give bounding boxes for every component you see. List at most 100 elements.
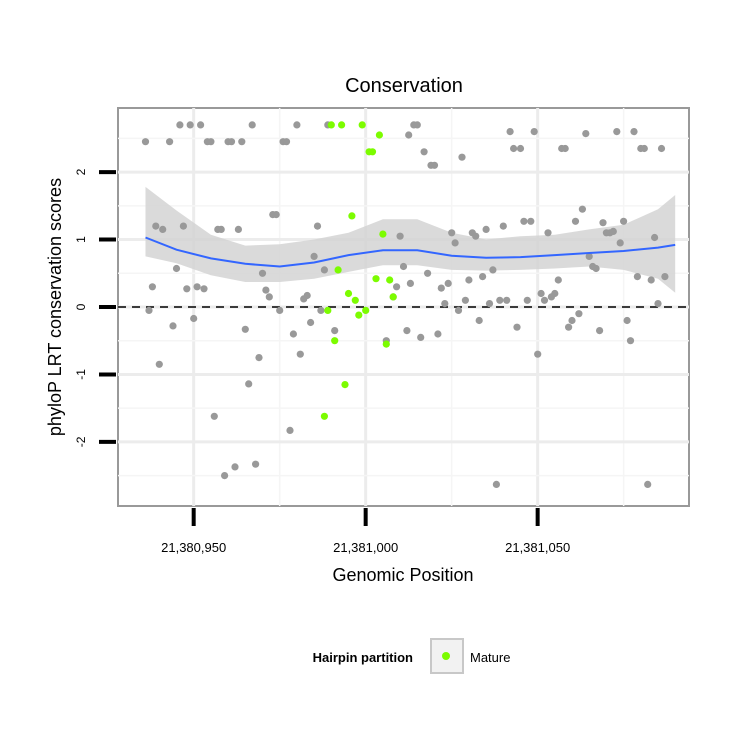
data-point-other	[640, 144, 648, 153]
data-point-other	[403, 327, 411, 335]
data-point-other	[620, 217, 628, 225]
data-point-other	[210, 412, 218, 420]
data-point-mature	[382, 340, 390, 348]
data-point-mature	[368, 148, 377, 156]
data-point-other	[609, 227, 617, 235]
data-point-other	[238, 138, 246, 146]
data-point-other	[592, 264, 600, 273]
y-tick-label: -2	[74, 436, 88, 447]
smooth-line	[145, 236, 676, 268]
data-point-other	[644, 480, 652, 488]
data-point-other	[534, 350, 542, 358]
legend-label-mature: Mature	[470, 650, 510, 665]
data-point-other	[405, 131, 413, 139]
data-point-other	[430, 161, 439, 169]
data-point-other	[169, 322, 177, 330]
data-point-mature	[324, 306, 332, 314]
data-point-other	[437, 284, 445, 292]
x-tick-label: 21,380,950	[161, 540, 226, 555]
data-point-other	[286, 426, 294, 434]
data-point-other	[537, 289, 545, 298]
data-point-mature	[344, 289, 353, 298]
data-point-mature	[362, 306, 370, 314]
x-axis: 21,380,950 21,381,000 21,381,050	[161, 508, 570, 555]
data-point-other	[492, 480, 500, 488]
data-point-other	[176, 121, 184, 129]
data-point-other	[657, 144, 666, 153]
data-point-other	[289, 330, 297, 338]
data-point-other	[152, 222, 160, 230]
data-point-other	[661, 273, 669, 281]
data-point-other	[461, 296, 469, 304]
data-point-other	[183, 285, 191, 293]
data-point-other	[444, 279, 452, 287]
data-point-other	[413, 121, 421, 129]
data-point-other	[565, 323, 573, 331]
data-point-other	[482, 225, 490, 233]
data-point-other	[523, 296, 531, 304]
y-axis: -2 -1 0 1 2	[74, 168, 116, 447]
data-point-other	[499, 222, 507, 230]
data-point-other	[575, 310, 583, 318]
data-point-other	[472, 232, 480, 240]
data-point-other	[145, 306, 153, 314]
data-point-other	[241, 325, 249, 333]
data-point-other	[265, 293, 273, 301]
data-point-other	[200, 285, 208, 293]
data-point-mature	[375, 131, 383, 139]
data-point-other	[186, 121, 194, 129]
x-tick-label: 21,381,050	[505, 540, 570, 555]
data-point-other	[616, 239, 624, 247]
data-point-other	[630, 128, 638, 136]
data-point-other	[585, 252, 593, 260]
data-point-other	[596, 327, 604, 335]
data-point-other	[544, 229, 552, 237]
data-point-other	[197, 121, 205, 129]
legend-mature-marker	[442, 652, 450, 660]
data-point-other	[554, 276, 562, 284]
data-point-other	[406, 279, 414, 287]
data-point-other	[451, 239, 459, 247]
data-point-mature	[327, 121, 335, 129]
data-point-other	[293, 121, 301, 129]
data-point-mature	[338, 121, 346, 129]
data-point-other	[217, 225, 225, 233]
data-point-other	[317, 306, 325, 314]
data-point-other	[396, 232, 404, 240]
data-point-other	[424, 269, 432, 277]
data-point-other	[485, 300, 494, 308]
data-point-other	[503, 296, 511, 304]
data-point-mature	[389, 293, 397, 301]
data-point-mature	[379, 230, 387, 238]
data-point-other	[465, 276, 473, 284]
data-point-other	[166, 138, 174, 146]
data-point-other	[578, 205, 587, 213]
data-point-other	[417, 333, 425, 341]
data-point-other	[654, 300, 662, 308]
data-point-mature	[355, 311, 363, 319]
data-point-mature	[351, 296, 359, 304]
y-tick-label: 2	[74, 168, 88, 175]
data-point-mature	[341, 381, 349, 389]
data-point-other	[582, 130, 590, 138]
data-point-other	[148, 283, 156, 291]
legend-title: Hairpin partition	[313, 650, 413, 665]
data-point-other	[234, 225, 242, 233]
data-point-other	[506, 128, 514, 136]
data-point-other	[420, 148, 428, 156]
data-point-other	[479, 273, 487, 281]
data-point-other	[540, 296, 549, 304]
data-point-other	[320, 266, 328, 274]
data-point-other	[276, 306, 284, 314]
data-point-other	[626, 337, 635, 345]
data-point-other	[509, 144, 518, 153]
data-point-other	[489, 266, 497, 274]
data-point-other	[155, 360, 163, 368]
data-point-other	[633, 273, 642, 281]
data-point-other	[221, 472, 229, 480]
data-point-other	[613, 128, 621, 136]
data-point-other	[193, 283, 201, 291]
data-point-other	[172, 264, 181, 273]
data-point-other	[441, 300, 449, 308]
